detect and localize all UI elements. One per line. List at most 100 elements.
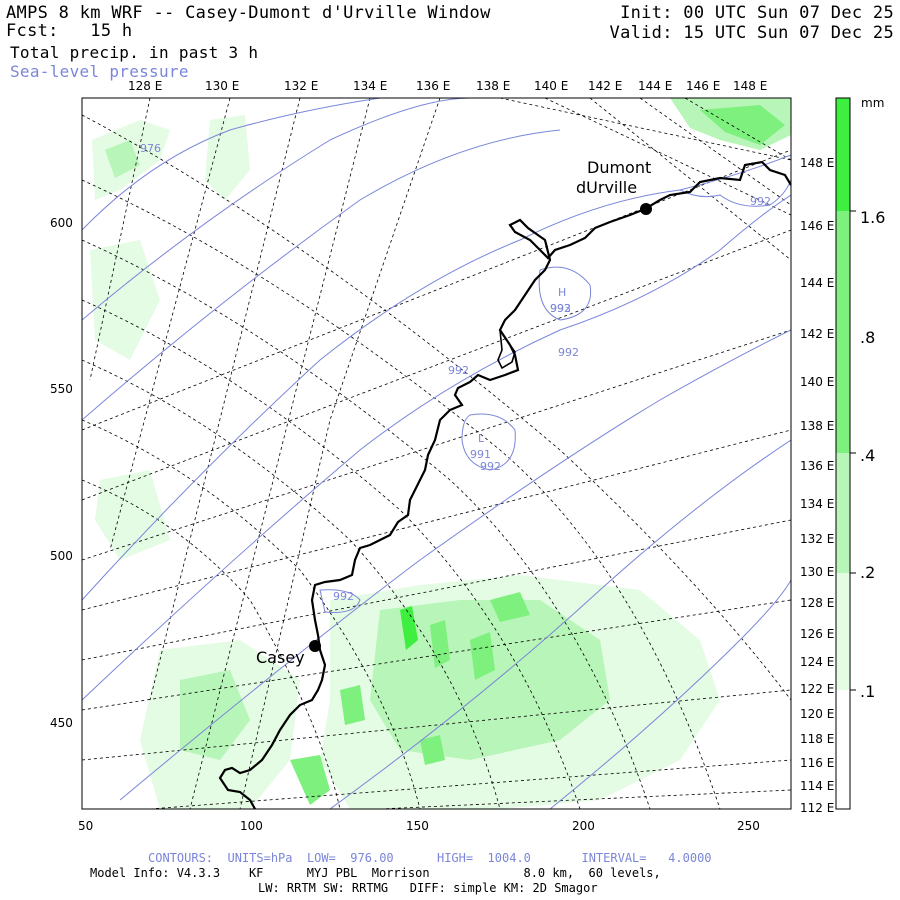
y-axis-label: 450 xyxy=(50,716,73,730)
right-lon-label: 114 E xyxy=(800,779,834,793)
colorbar-segment xyxy=(836,453,850,573)
y-axis-label: 550 xyxy=(50,382,73,396)
station-marker-casey xyxy=(309,640,321,652)
right-lon-label: 116 E xyxy=(800,756,834,770)
isobar xyxy=(119,329,791,801)
forecast-hours: 15 h xyxy=(90,21,133,41)
right-lon-labels: 148 E 146 E 144 E 142 E 140 E 138 E 136 … xyxy=(800,156,834,815)
top-lon-label: 140 E xyxy=(534,79,568,93)
graticule xyxy=(82,98,791,809)
right-lon-label: 126 E xyxy=(800,627,834,641)
precip-area xyxy=(290,755,330,805)
top-lon-label: 144 E xyxy=(638,79,672,93)
colorbar-label: 1.6 xyxy=(860,208,885,227)
y-axis-label: 500 xyxy=(50,549,73,563)
model-info: Model Info: V4.3.3 KF MYJ PBL Morrison 8… xyxy=(90,866,661,880)
isobar xyxy=(549,579,791,809)
colorbar-label: .4 xyxy=(860,446,875,465)
right-lon-label: 144 E xyxy=(800,276,834,290)
longitude-line xyxy=(82,429,791,611)
contour-label: 992 xyxy=(448,364,469,377)
x-axis-label: 50 xyxy=(78,819,93,833)
precip-area xyxy=(90,240,160,360)
precip-area xyxy=(400,606,418,650)
longitude-line xyxy=(82,689,791,761)
top-lon-label: 132 E xyxy=(284,79,318,93)
contour-labels: 976 992 992 992 992 992 992 xyxy=(140,142,771,603)
longitude-line xyxy=(82,329,791,561)
latitude-line xyxy=(82,179,721,809)
x-axis-label: 100 xyxy=(240,819,263,833)
low-center-value: 991 xyxy=(470,448,491,461)
colorbar-segment xyxy=(836,573,850,690)
valid-time: Valid: 15 UTC Sun 07 Dec 25 xyxy=(609,23,894,43)
pressure-centers: H 993 L 991 xyxy=(470,286,571,461)
isobar xyxy=(461,413,516,471)
precip-label: Total precip. in past 3 h xyxy=(10,43,259,62)
top-lon-labels: 128 E 130 E 132 E 134 E 136 E 138 E 140 … xyxy=(128,79,767,93)
top-lon-label: 130 E xyxy=(205,79,239,93)
coastline xyxy=(497,329,516,370)
right-lon-label: 142 E xyxy=(800,327,834,341)
precip-area xyxy=(105,140,140,178)
colorbar-segment xyxy=(836,211,850,453)
station-label-dumont-2: dUrville xyxy=(576,178,637,197)
isobar xyxy=(679,179,791,207)
precip-area xyxy=(700,105,785,145)
contour-label: 992 xyxy=(750,195,771,208)
map-title: AMPS 8 km WRF -- Casey-Dumont d'Urville … xyxy=(6,3,491,23)
latitude-line xyxy=(82,359,501,809)
contour-label: 976 xyxy=(140,142,161,155)
longitude-line xyxy=(82,229,791,501)
right-lon-label: 136 E xyxy=(800,459,834,473)
precip-area xyxy=(205,115,250,200)
right-lon-label: 132 E xyxy=(800,532,834,546)
contour-label: 992 xyxy=(333,590,354,603)
contour-label: 992 xyxy=(550,302,571,315)
longitude-line xyxy=(379,789,791,809)
station-label-casey: Casey xyxy=(256,648,305,667)
longitude-line xyxy=(149,759,791,809)
longitude-line xyxy=(589,98,791,261)
right-lon-label: 130 E xyxy=(800,565,834,579)
longitude-line xyxy=(639,98,791,206)
right-lon-label: 122 E xyxy=(800,682,834,696)
colorbar-label: .2 xyxy=(860,563,875,582)
longitude-line xyxy=(89,98,151,381)
precip-area xyxy=(420,735,445,765)
precip-area xyxy=(470,632,495,680)
latitude-line xyxy=(82,114,791,701)
isobar xyxy=(82,98,471,321)
map-border xyxy=(81,97,792,810)
right-lon-label: 124 E xyxy=(800,655,834,669)
x-axis-label: 150 xyxy=(406,819,429,833)
y-axis-labels: 600 550 500 450 xyxy=(50,216,73,730)
isobar xyxy=(538,266,592,321)
x-axis-label: 200 xyxy=(572,819,595,833)
right-lon-label: 112 E xyxy=(800,801,834,815)
right-lon-label: 148 E xyxy=(800,156,834,170)
longitude-line xyxy=(82,519,791,661)
right-lon-label: 134 E xyxy=(800,497,834,511)
low-center-letter: L xyxy=(478,432,485,445)
x-axis-labels: 50 100 150 200 250 xyxy=(78,819,760,833)
stations: Dumont dUrville Casey xyxy=(256,158,652,667)
high-center-value: 993 xyxy=(550,302,571,315)
colorbar-label: .8 xyxy=(860,328,875,347)
top-lon-label: 134 E xyxy=(353,79,387,93)
right-lon-label: 140 E xyxy=(800,375,834,389)
longitude-line xyxy=(189,98,371,809)
top-lon-label: 146 E xyxy=(686,79,720,93)
station-marker-dumont xyxy=(640,203,652,215)
pressure-contours xyxy=(82,98,791,809)
colorbar-segment xyxy=(836,98,850,211)
right-lon-label: 128 E xyxy=(800,596,834,610)
top-lon-label: 148 E xyxy=(733,79,767,93)
physics-info: LW: RRTM SW: RRTMG DIFF: simple KM: 2D S… xyxy=(258,881,598,895)
isobar xyxy=(319,589,361,613)
isobar xyxy=(82,194,791,701)
high-center-letter: H xyxy=(558,286,566,299)
forecast-label: Fcst: 15 h xyxy=(6,22,132,41)
init-time: Init: 00 UTC Sun 07 Dec 25 xyxy=(620,3,894,23)
isobar xyxy=(329,439,791,809)
